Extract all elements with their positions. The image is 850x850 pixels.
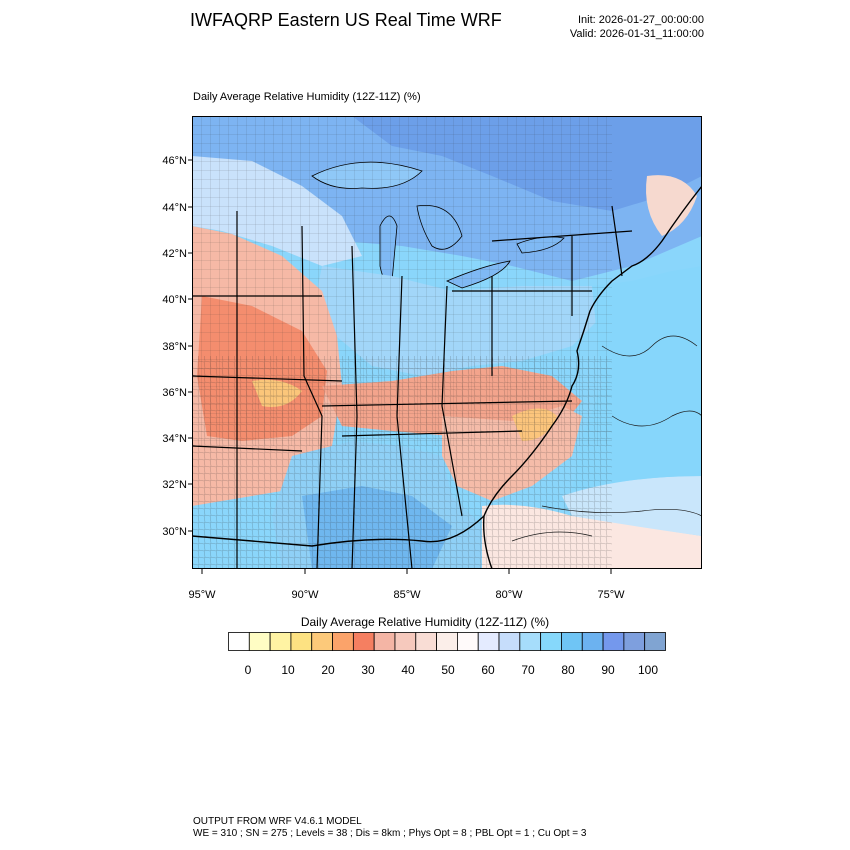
colorbar-box	[290, 632, 313, 651]
colorbar-tick-label: 40	[401, 663, 415, 677]
valid-time: Valid: 2026-01-31_11:00:00	[569, 28, 704, 40]
state-boundaries	[192, 205, 633, 569]
lat-label: 46°N	[162, 155, 187, 167]
colorbar-box	[581, 632, 604, 651]
colorbar-box	[477, 632, 500, 651]
colorbar-tick-label: 50	[441, 663, 455, 677]
colorbar-box	[394, 632, 417, 651]
colorbar-box	[332, 632, 354, 651]
lon-label: 95°W	[188, 589, 216, 601]
colorbar-boxes	[228, 632, 666, 651]
new-england-dry	[646, 175, 697, 236]
lon-label: 75°W	[597, 589, 625, 601]
colorbar-box	[228, 632, 250, 651]
colorbar-tick-label: 100	[638, 663, 658, 677]
colorbar-box	[352, 632, 375, 651]
colorbar-box	[498, 632, 521, 651]
colorbar-box	[311, 632, 333, 651]
plot-title: Daily Average Relative Humidity (12Z-11Z…	[193, 91, 421, 103]
model-config-line: WE = 310 ; SN = 275 ; Levels = 38 ; Dis …	[193, 828, 587, 839]
colorbar-box	[436, 632, 458, 651]
lat-label: 38°N	[162, 341, 187, 353]
colorbar-box	[269, 632, 292, 651]
init-time: Init: 2026-01-27_00:00:00	[578, 14, 704, 26]
lat-label: 30°N	[162, 526, 187, 538]
lat-label: 44°N	[162, 202, 187, 214]
lat-label: 42°N	[162, 248, 187, 260]
colorbar-tick-label: 70	[521, 663, 535, 677]
colorbar-tick-labels: 0 10 20 30 40 50 60 70 80 90 100	[245, 663, 659, 677]
colorbar-box	[561, 632, 583, 651]
latitude-labels: 46°N 44°N 42°N 40°N 38°N 36°N 34°N 32°N 30°N	[162, 155, 192, 538]
colorbar-tick-label: 80	[561, 663, 575, 677]
map-panel	[192, 116, 702, 569]
colorbar-tick-label: 60	[481, 663, 495, 677]
colorbar-box	[623, 632, 646, 651]
colorbar-title: Daily Average Relative Humidity (12Z-11Z…	[300, 615, 550, 629]
lat-label: 34°N	[162, 433, 187, 445]
colorbar-box	[602, 632, 625, 651]
colorbar-tick-label: 0	[245, 663, 252, 677]
colorbar-box	[519, 632, 542, 651]
colorbar-box	[540, 632, 562, 651]
lat-label: 32°N	[162, 479, 187, 491]
lon-label: 80°W	[495, 589, 523, 601]
model-output-line: OUTPUT FROM WRF V4.6.1 MODEL	[193, 816, 362, 827]
colorbar-box	[248, 632, 271, 651]
map-border	[192, 116, 702, 569]
longitude-labels: 95°W 90°W 85°W 80°W 75°W	[188, 569, 625, 601]
lat-label: 40°N	[162, 294, 187, 306]
colorbar-tick-label: 20	[321, 663, 335, 677]
colorbar-box	[457, 632, 479, 651]
atlantic-coastline	[482, 185, 702, 569]
figure-title: IWFAQRP Eastern US Real Time WRF	[190, 10, 502, 30]
colorbar-tick-label: 30	[361, 663, 375, 677]
colorbar: 0 10 20 30 40 50 60 70 80 90 100	[228, 632, 666, 677]
gulf-coastline	[192, 515, 485, 547]
colorbar-box	[373, 632, 396, 651]
lon-label: 90°W	[291, 589, 319, 601]
lon-label: 85°W	[393, 589, 421, 601]
atlantic-contours	[511, 335, 702, 542]
lat-label: 36°N	[162, 387, 187, 399]
colorbar-box	[415, 632, 437, 651]
colorbar-tick-label: 10	[281, 663, 295, 677]
colorbar-tick-label: 90	[601, 663, 615, 677]
colorbar-box	[644, 632, 666, 651]
